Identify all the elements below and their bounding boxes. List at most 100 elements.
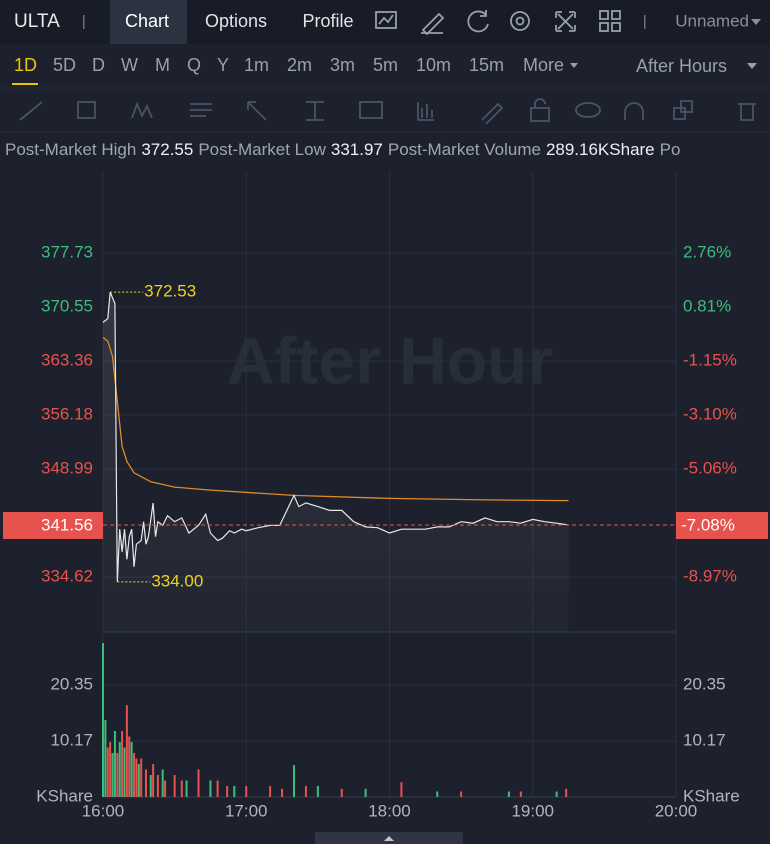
tool-arrow[interactable] (247, 101, 267, 121)
icon-settings[interactable] (510, 11, 530, 31)
volume-bar (364, 788, 367, 797)
timeframe[interactable]: 10m (416, 55, 451, 75)
timeframe[interactable]: 2m (287, 55, 312, 75)
timeframe[interactable]: 1D (14, 55, 37, 75)
volume-bar (113, 731, 116, 797)
icon-fullscreen[interactable] (555, 11, 576, 32)
stat-value: 289.16KShare (546, 140, 655, 159)
toolbar-icons (375, 10, 621, 36)
icon-layout[interactable] (599, 10, 609, 20)
timeframe[interactable]: More (523, 55, 564, 75)
tool-line[interactable] (19, 101, 43, 121)
last-price-label: 341.56 (41, 515, 93, 534)
y2-tick-label: 2.76% (683, 242, 731, 261)
volume-bar (400, 782, 403, 797)
y-tick-label: 370.55 (41, 296, 93, 315)
dropdown-caret (570, 63, 578, 68)
timeframe[interactable]: 3m (330, 55, 355, 75)
volume-bar (293, 765, 295, 797)
tool-lock[interactable] (530, 107, 550, 122)
volume-bar (128, 736, 131, 797)
last-change-label: -7.08% (681, 515, 735, 534)
tool-rect[interactable] (77, 101, 96, 119)
timeframe[interactable]: Q (187, 55, 201, 75)
icon-refresh[interactable] (467, 10, 489, 33)
volume-bar (104, 720, 107, 797)
tool-chart[interactable] (417, 102, 434, 121)
tool-pattern[interactable] (131, 101, 153, 119)
x-tick-label: 18:00 (368, 801, 411, 820)
volume-bar (152, 764, 155, 797)
tool-eye[interactable] (575, 102, 601, 118)
icon-draw[interactable] (421, 12, 445, 36)
volume-bar (216, 780, 219, 797)
volume-bar (111, 753, 114, 797)
volume-bar (269, 786, 272, 797)
timeframe[interactable]: 5D (53, 55, 76, 75)
layout-name[interactable]: Unnamed (675, 11, 749, 30)
volume-bar (135, 758, 138, 797)
icon-layout-c (599, 22, 609, 32)
tab[interactable]: Profile (302, 11, 353, 31)
volume-bar (304, 786, 307, 797)
tool-layers-b (680, 100, 693, 113)
volume-bar (106, 747, 109, 797)
y2-tick-label: -1.15% (683, 351, 737, 370)
volume-tick-label: 20.35 (50, 675, 93, 694)
stat-label: Po (660, 140, 681, 159)
x-tick-label: 16:00 (82, 801, 125, 820)
volume-bar (460, 791, 463, 797)
tool-brush[interactable] (481, 102, 504, 125)
timeframe[interactable]: 1m (244, 55, 269, 75)
x-tick-label: 20:00 (655, 801, 698, 820)
volume-bar (233, 786, 236, 797)
timeframe[interactable]: M (155, 55, 170, 75)
volume-bar (507, 791, 510, 797)
volume-bar (140, 758, 143, 797)
dropdown-caret (747, 63, 757, 69)
dropdown-caret (751, 19, 761, 25)
separator (644, 15, 646, 29)
timeframe[interactable]: D (92, 55, 105, 75)
y2-tick-label: 0.81% (683, 296, 731, 315)
timeframe[interactable]: 15m (469, 55, 504, 75)
symbol[interactable]: ULTA (14, 11, 60, 32)
scroll-caret (384, 836, 394, 841)
volume-tick-label: KShare (36, 786, 93, 805)
session-select[interactable]: After Hours (636, 56, 727, 76)
drawing-tools (19, 98, 756, 125)
stat-value: 372.55 (141, 140, 193, 159)
timeframe[interactable]: 5m (373, 55, 398, 75)
volume-bar (164, 780, 167, 797)
y-tick-label: 377.73 (41, 242, 93, 261)
separator (83, 15, 85, 29)
stat-label: Post-Market Low (198, 140, 326, 159)
tool-text[interactable] (359, 101, 383, 119)
volume-bar (121, 731, 124, 797)
volume-bar (197, 769, 200, 797)
tool-layers[interactable] (673, 107, 686, 120)
volume-bar (102, 643, 104, 797)
tab[interactable]: Chart (125, 11, 169, 31)
active-tab-bg (110, 0, 187, 44)
extreme-label: 334.00 (151, 571, 203, 590)
icon-indicator[interactable] (375, 11, 397, 29)
tool-measure[interactable] (306, 101, 324, 121)
volume-bar (436, 791, 439, 797)
tool-delete[interactable] (738, 103, 756, 121)
timeframe[interactable]: Y (217, 55, 229, 75)
tool-magnet[interactable] (624, 102, 644, 120)
volume-bar (149, 775, 152, 797)
timeframe[interactable]: W (121, 55, 138, 75)
tab[interactable]: Options (205, 11, 267, 31)
volume-tick-label: 10.17 (50, 731, 93, 750)
extreme-label: 372.53 (144, 282, 196, 301)
volume-bar (123, 747, 126, 797)
tool-fib[interactable] (190, 103, 212, 117)
volume-bar (133, 753, 136, 797)
volume-bar (245, 786, 248, 797)
volume-bar (137, 764, 140, 797)
